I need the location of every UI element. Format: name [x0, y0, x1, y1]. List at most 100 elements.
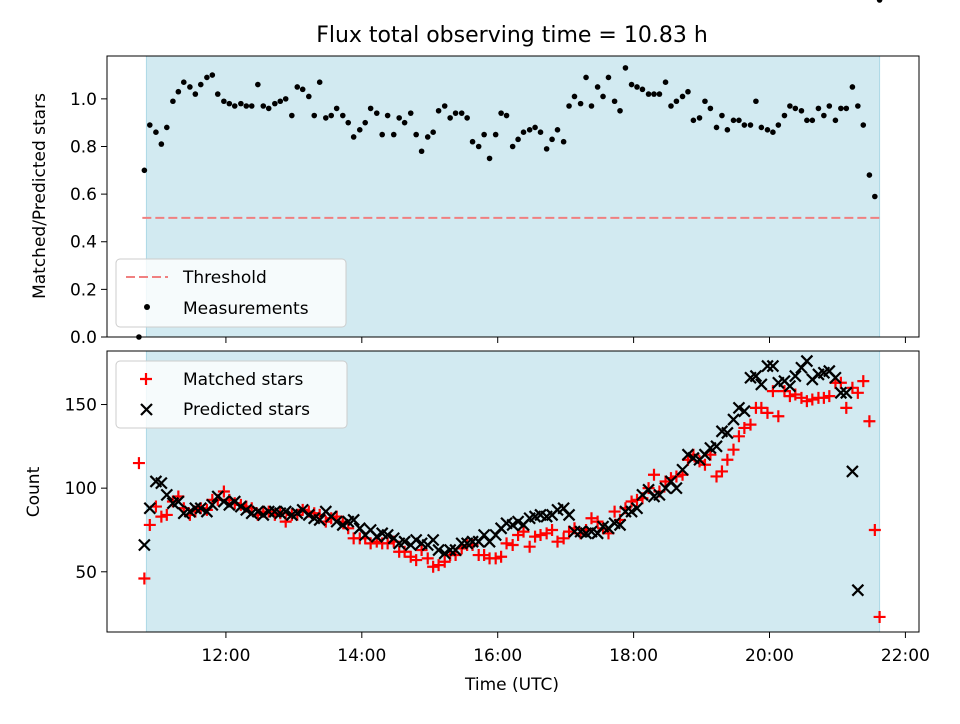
measurement-point [362, 119, 369, 126]
measurement-point [843, 105, 850, 112]
measurement-point [192, 91, 199, 97]
predicted-star-point [840, 386, 853, 400]
matched-star-point [608, 505, 621, 518]
matched-star-point [517, 525, 530, 538]
measurement-point [350, 134, 357, 140]
predicted-star-point [761, 359, 774, 373]
measurement-point [702, 98, 708, 105]
predicted-star-point [155, 476, 168, 490]
measurement-point [747, 122, 754, 128]
matched-star-point [495, 550, 508, 563]
measurement-point [379, 131, 385, 138]
matched-star-point [721, 453, 734, 466]
measurement-point [543, 146, 550, 152]
predicted-star-point [172, 495, 185, 508]
matched-star-point [840, 401, 853, 414]
predicted-star-point [613, 518, 627, 532]
matched-star-point [817, 391, 830, 404]
matched-star-point [806, 393, 819, 406]
matched-star-point [132, 457, 145, 470]
matched-star-point [415, 544, 428, 557]
bottom-frame [106, 350, 920, 633]
measurement-point [515, 136, 521, 143]
measurement-point [554, 127, 561, 133]
measurement-point [226, 100, 233, 107]
matched-star-point [381, 537, 394, 550]
matched-star-point [217, 485, 230, 498]
measurement-point [214, 91, 221, 97]
bottom-legend: Matched stars Predicted stars [115, 360, 348, 429]
measurement-point [741, 122, 748, 128]
predicted-star-point [755, 378, 768, 391]
predicted-star-point [432, 543, 445, 557]
measurement-point [656, 91, 663, 97]
predicted-star-point [194, 501, 208, 515]
chart-title: Flux total observing time = 10.83 h [316, 23, 708, 48]
measurement-point [441, 103, 448, 109]
measurement-point [311, 112, 318, 119]
measurement-point [424, 134, 431, 140]
matched-star-point [863, 415, 876, 428]
measurement-point [492, 131, 499, 138]
predicted-star-point [846, 465, 859, 478]
matched-star-point [438, 555, 451, 568]
matched-star-point [489, 552, 502, 565]
measurement-point [447, 115, 453, 121]
top-legend-box [115, 258, 347, 328]
measurement-point [322, 115, 329, 121]
measurement-point [832, 117, 839, 124]
measurement-point [158, 141, 165, 147]
top-y-tick-label: 0.8 [70, 137, 97, 157]
measurement-point [792, 105, 799, 112]
predicted-star-point [789, 369, 802, 383]
measurement-point [316, 79, 323, 85]
predicted-star-point [783, 379, 797, 393]
matched-star-point [432, 559, 445, 572]
matched-star-point [500, 537, 513, 550]
measurement-point [430, 129, 436, 136]
measurement-point [265, 105, 272, 112]
measurement-point [401, 119, 408, 126]
measurement-point [821, 112, 827, 119]
matched-star-point [421, 552, 434, 565]
measurement-point [294, 84, 301, 90]
measurement-point [170, 98, 176, 105]
measurement-point [566, 103, 572, 109]
predicted-star-point [749, 369, 763, 383]
measurement-point [339, 112, 346, 119]
measurement-point [141, 167, 148, 174]
measurement-point [571, 93, 578, 100]
threshold-legend-label: Threshold [182, 268, 267, 288]
measurement-point [498, 110, 504, 116]
measurement-point [272, 100, 278, 107]
measurement-point [617, 107, 623, 114]
predicted-star-point [630, 501, 644, 515]
matched-star-point [755, 401, 768, 414]
bottom-x-ticks: 12:00 14:00 16:00 18:00 20:00 22:00 [201, 632, 930, 666]
top-y-ticks: 0.0 0.2 0.4 0.6 0.8 1.0 [70, 90, 107, 348]
measurement-point [673, 98, 680, 105]
matched-star-point [738, 421, 751, 434]
top-panel: 0.0 0.2 0.4 0.6 0.8 1.0 Matched/Predicted sta… [30, 0, 920, 348]
measurement-point [730, 117, 737, 124]
measurement-point [622, 65, 629, 71]
measurement-point [180, 79, 187, 85]
predicted-star-point [738, 404, 751, 418]
x-tick-label: 16:00 [473, 646, 522, 666]
measurement-point [639, 86, 646, 93]
top-y-tick-label: 1.0 [70, 90, 97, 110]
matched-star-point [534, 528, 547, 541]
matched-star-point [857, 375, 870, 388]
measurement-point [458, 110, 465, 116]
matched-star-point [529, 530, 542, 543]
measurement-point [588, 103, 595, 109]
measurement-point [826, 103, 833, 109]
matched-star-point [772, 410, 785, 423]
measurement-point [713, 124, 720, 131]
measurement-point [306, 93, 312, 100]
predicted-star-point [206, 498, 219, 512]
measurement-point [464, 115, 470, 121]
predicted-star-point [138, 538, 151, 552]
